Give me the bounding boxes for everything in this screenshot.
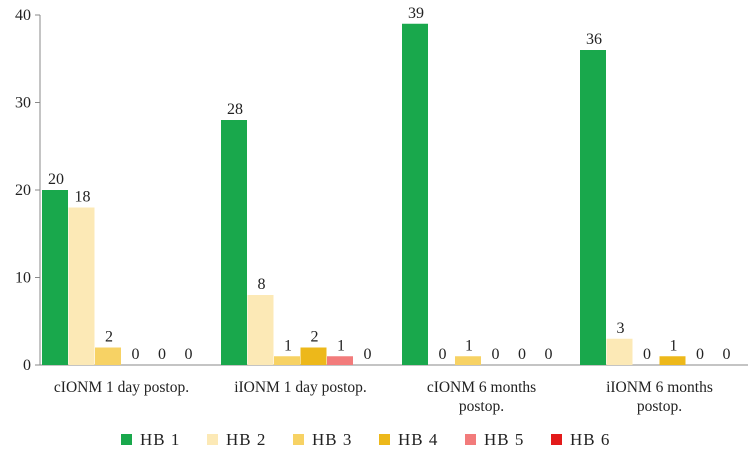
legend-swatch [551, 434, 562, 445]
data-label: 0 [518, 346, 526, 363]
legend-label: HB 2 [226, 430, 266, 449]
data-label: 20 [48, 171, 64, 188]
y-tick-label: 30 [15, 95, 31, 112]
data-label: 0 [132, 346, 140, 363]
legend-label: HB 5 [484, 430, 524, 449]
bar [274, 356, 300, 365]
data-label: 36 [586, 31, 602, 48]
bar [659, 356, 686, 365]
legend-label: HB 1 [140, 430, 180, 449]
data-label: 39 [408, 5, 424, 22]
data-label: 1 [284, 337, 292, 354]
y-tick-label: 10 [15, 270, 31, 287]
bar [247, 295, 274, 365]
category-label: iIONM 1 day postop. [234, 379, 367, 396]
bar [402, 23, 428, 365]
legend-label: HB 3 [312, 430, 352, 449]
category-labels: cIONM 1 day postop. iIONM 1 day postop. cI… [54, 379, 713, 415]
bars [42, 23, 686, 365]
legend-swatch [207, 434, 218, 445]
data-label: 2 [311, 329, 319, 346]
y-tick-label: 40 [15, 7, 31, 24]
data-label: 3 [617, 320, 625, 337]
legend: HB 1 HB 2 HB 3 HB 4 HB 5 HB 6 [121, 430, 610, 449]
legend-swatch [465, 434, 476, 445]
bar [221, 120, 247, 365]
data-label: 0 [158, 346, 166, 363]
data-label: 2 [105, 329, 113, 346]
category-label: iIONM 6 months postop. [606, 379, 713, 415]
data-label: 8 [258, 276, 266, 293]
data-label: 1 [465, 337, 473, 354]
y-tick-label: 0 [23, 357, 31, 374]
legend-swatch [121, 434, 132, 445]
bar [327, 356, 353, 365]
data-label: 0 [492, 346, 500, 363]
data-label: 0 [364, 346, 372, 363]
legend-label: HB 6 [570, 430, 610, 449]
data-label: 0 [643, 346, 651, 363]
bar [606, 338, 633, 365]
bar [580, 50, 606, 365]
data-label: 1 [670, 337, 678, 354]
y-tick-label: 20 [15, 182, 31, 199]
data-label: 1 [337, 337, 345, 354]
bar [42, 190, 68, 365]
legend-label: HB 4 [398, 430, 438, 449]
legend-swatch [379, 434, 390, 445]
category-label: cIONM 6 months postop. [427, 379, 536, 415]
data-label: 0 [185, 346, 193, 363]
bar [455, 356, 481, 365]
legend-swatch [293, 434, 304, 445]
data-label: 28 [227, 101, 243, 118]
category-label: cIONM 1 day postop. [54, 379, 189, 396]
bar [68, 207, 95, 365]
data-label: 0 [439, 346, 447, 363]
data-label: 0 [545, 346, 553, 363]
bar [95, 347, 121, 365]
bar [300, 347, 327, 365]
data-label: 0 [696, 346, 704, 363]
data-label: 18 [75, 189, 91, 206]
data-label: 0 [723, 346, 731, 363]
